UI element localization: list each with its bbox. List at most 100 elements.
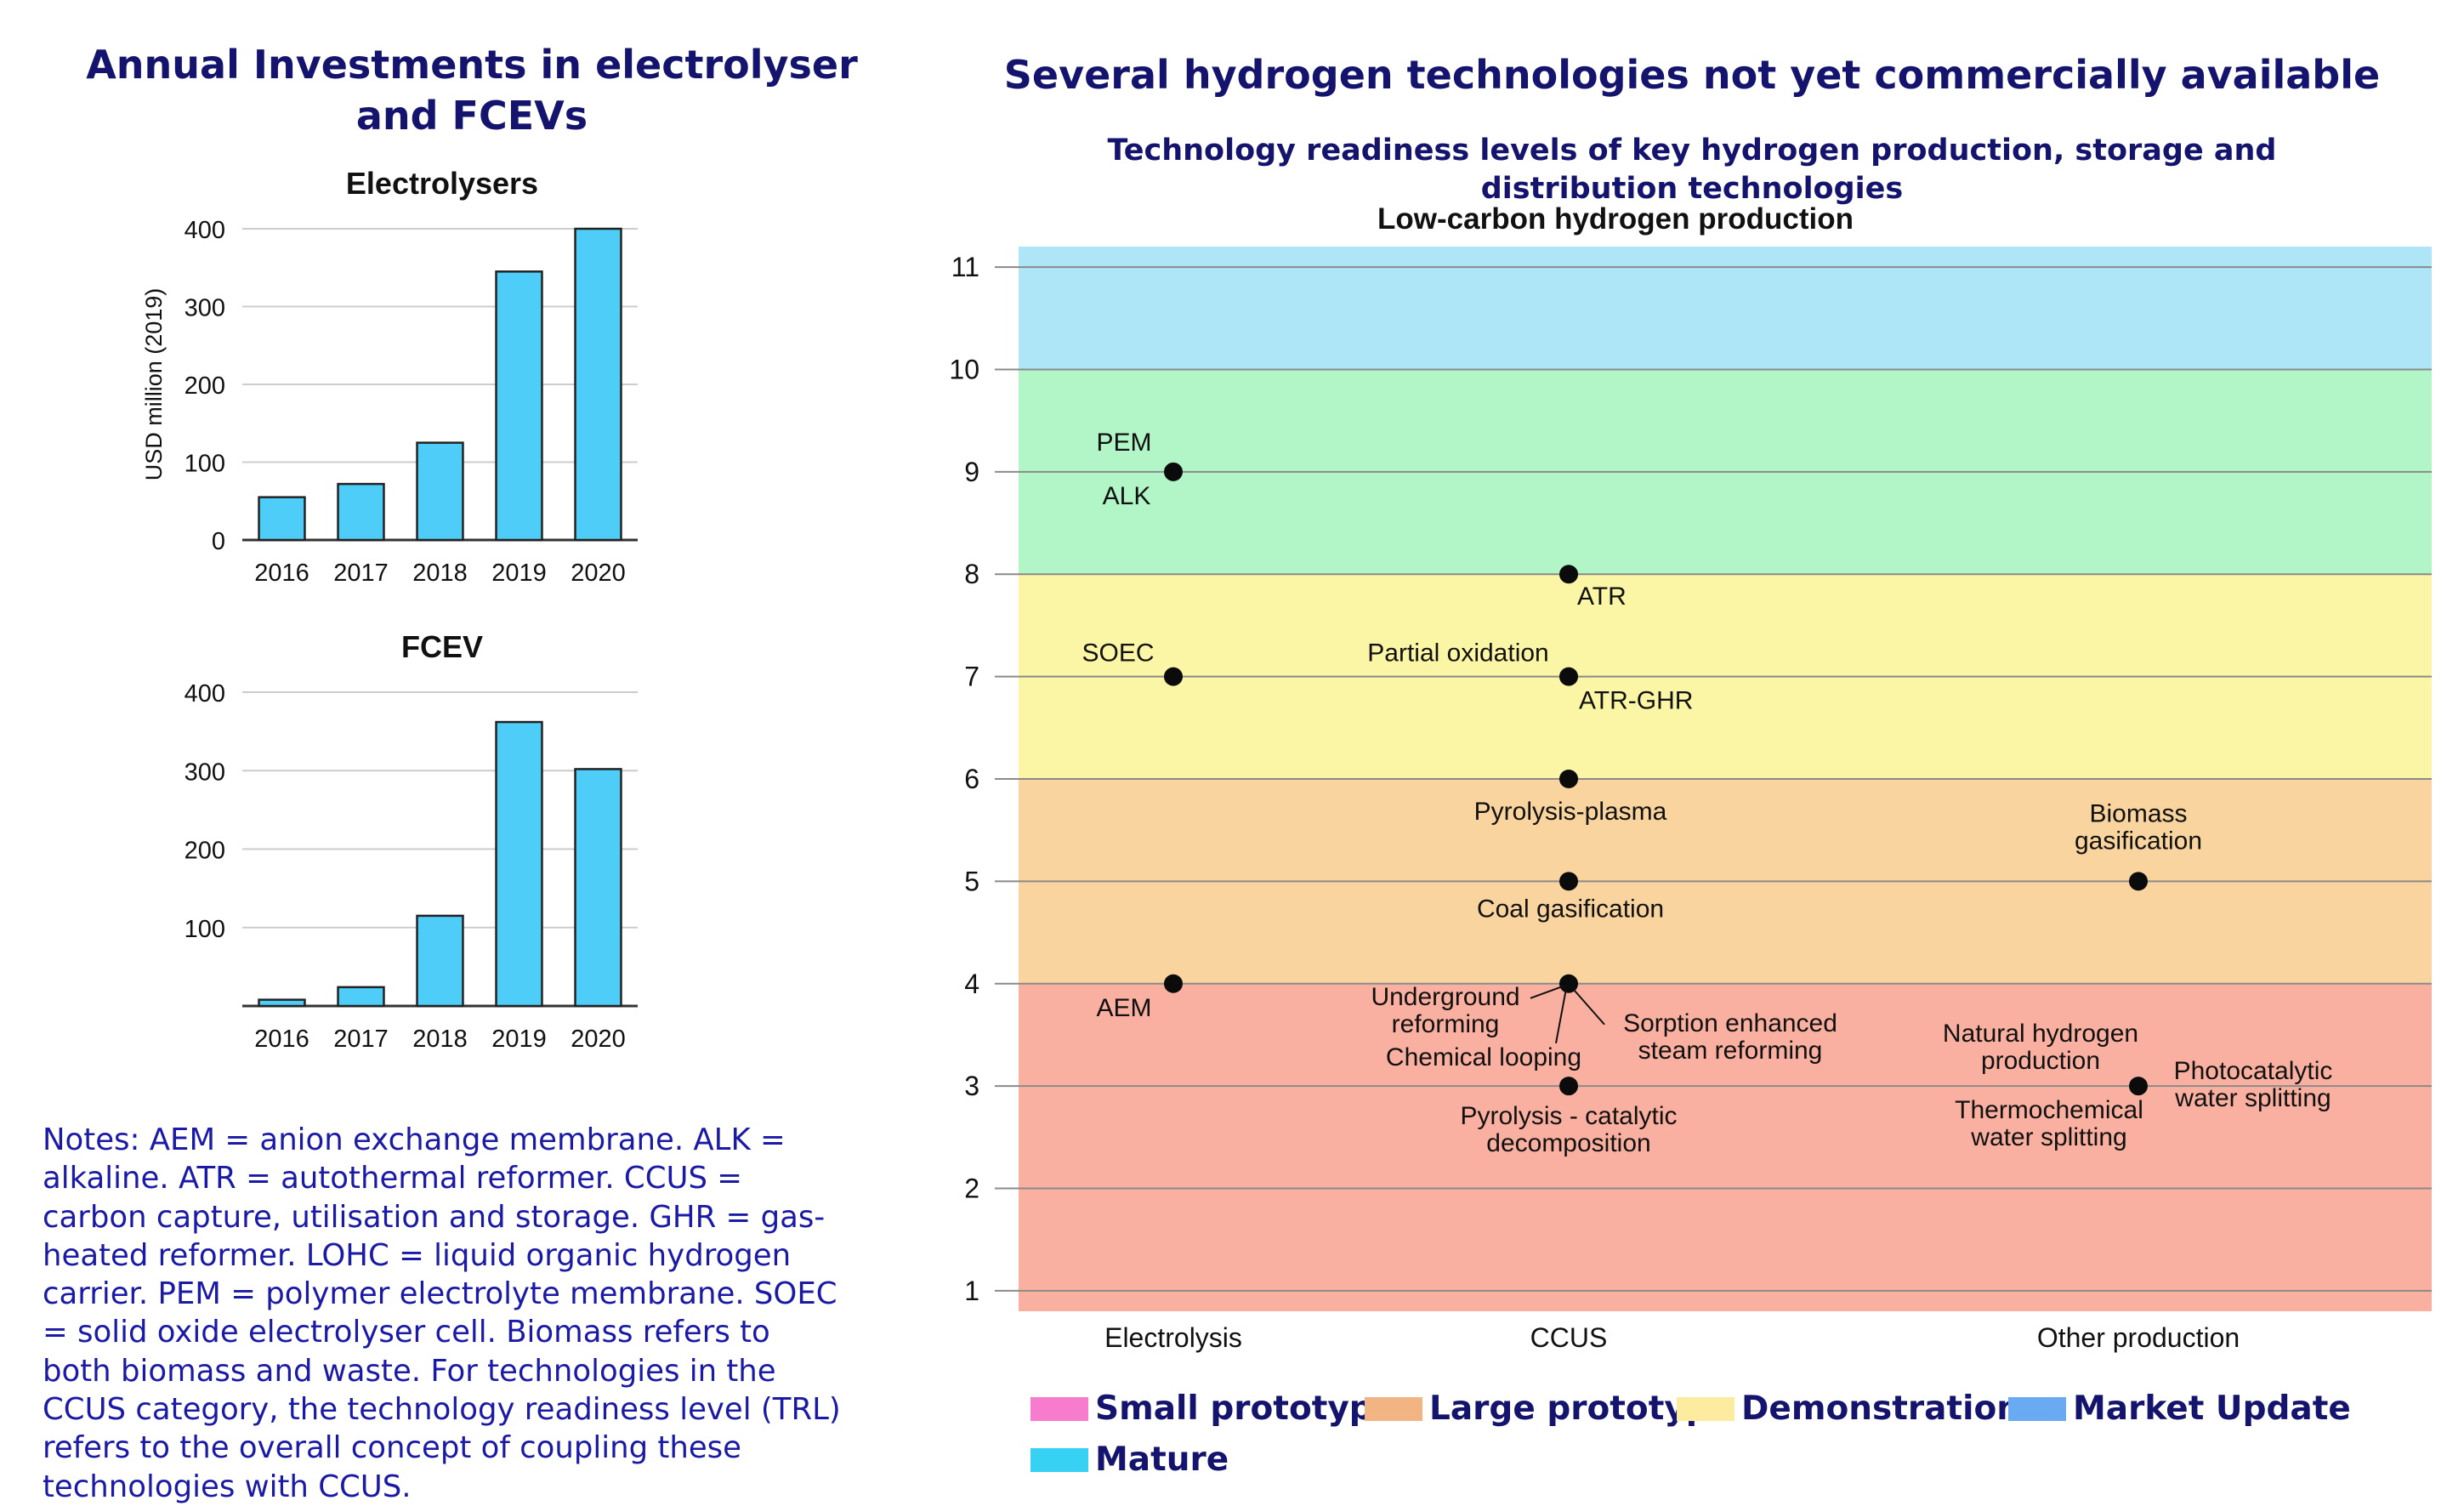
y-tick-label: 3 — [964, 1071, 979, 1101]
y-tick-label: 8 — [964, 559, 979, 589]
point-label: Natural hydrogen — [1943, 1020, 2138, 1048]
point-label: Biomass — [2089, 799, 2187, 827]
y-tick-label: 11 — [951, 252, 979, 282]
point-label: steam reforming — [1638, 1037, 1823, 1065]
point-label: Pyrolysis-plasma — [1474, 798, 1667, 826]
x-tick-label: 2019 — [491, 560, 547, 587]
x-tick-label: 2017 — [333, 1026, 389, 1053]
point-label: production — [1981, 1047, 2100, 1075]
leader-line — [1530, 984, 1566, 999]
y-tick-label: 5 — [964, 866, 979, 896]
left-title: Annual Investments in electrolyser and F… — [86, 42, 858, 139]
trl-chart-title: Low-carbon hydrogen production — [1377, 202, 1854, 236]
legend-swatch — [1030, 1447, 1088, 1472]
point-label: SOEC — [1082, 639, 1154, 668]
y-tick-label: 100 — [185, 916, 225, 943]
y-tick-label: 300 — [185, 295, 225, 322]
fcev-chart: 100 200 300 400 2016 2017 2018 2019 2020 — [185, 680, 638, 1053]
fcev-chart-title: FCEV — [400, 629, 483, 664]
category-label: CCUS — [1530, 1322, 1608, 1353]
legend-label: Demonstration — [1741, 1389, 2020, 1428]
legend-swatch — [2008, 1396, 2066, 1421]
band-mature — [1019, 247, 2432, 370]
category-label: Electrolysis — [1104, 1322, 1242, 1353]
bar-2017 — [337, 482, 385, 542]
point-soec — [1164, 667, 1183, 686]
bar-2017 — [337, 986, 385, 1008]
point-partial-oxidation — [1559, 667, 1578, 686]
y-tick-label: 300 — [185, 759, 225, 786]
y-tick-label: 2 — [964, 1174, 979, 1204]
point-underground-reforming — [1559, 974, 1578, 993]
point-pem — [1164, 462, 1183, 481]
y-tick-label: 10 — [949, 354, 979, 384]
point-label: decomposition — [1486, 1129, 1650, 1157]
x-tick-label: 2018 — [412, 560, 468, 587]
leader-line — [1572, 988, 1605, 1026]
bar-2018 — [416, 914, 464, 1008]
point-label: ATR-GHR — [1579, 687, 1693, 715]
point-label: Photocatalytic — [2174, 1057, 2333, 1085]
point-label: Sorption enhanced — [1623, 1009, 1837, 1037]
point-pyrolysis-plasma — [1559, 770, 1578, 788]
legend-item-mature: Mature — [1030, 1441, 1229, 1479]
y-tick-label: 400 — [185, 680, 225, 708]
electrolysers-chart: 0 100 200 300 400 2016 2017 2018 2019 2020 USD mil… — [141, 217, 638, 587]
x-tick-label: 2016 — [254, 560, 309, 587]
point-label: ALK — [1103, 482, 1151, 510]
point-aem — [1164, 974, 1183, 993]
legend-swatch — [1030, 1396, 1088, 1421]
bar-2020 — [574, 768, 622, 1008]
bar-2019 — [495, 720, 543, 1008]
point-natural-hydrogen-production — [2129, 1077, 2148, 1096]
x-tick-label: 2020 — [571, 560, 626, 587]
point-label: water splitting — [2174, 1084, 2331, 1112]
y-tick-label: 9 — [964, 457, 979, 487]
bar-2016 — [258, 496, 306, 542]
point-label: ATR — [1577, 583, 1627, 611]
x-tick-label: 2016 — [254, 1026, 309, 1053]
bar-2019 — [495, 270, 543, 542]
legend-item-small-prototype: Small prototype — [1030, 1389, 1395, 1428]
category-label: Other production — [2037, 1322, 2240, 1353]
point-label: water splitting — [1970, 1123, 2126, 1151]
point-label: PEM — [1096, 429, 1151, 457]
y-axis-label: USD million (2019) — [141, 288, 167, 481]
point-pyrolysis-catalytic-decomposition — [1559, 1077, 1578, 1096]
legend-item-large-prototype: Large prototyp — [1365, 1389, 1710, 1428]
legend-label: Large prototyp — [1429, 1389, 1710, 1428]
right-title: Several hydrogen technologies not yet co… — [1003, 52, 2381, 98]
leader-line — [1555, 988, 1567, 1043]
y-tick-label: 4 — [964, 969, 979, 999]
point-label: Chemical looping — [1386, 1043, 1581, 1071]
electrolysers-chart-title: Electrolysers — [345, 166, 539, 201]
x-tick-label: 2019 — [491, 1026, 547, 1053]
legend-label: Mature — [1095, 1441, 1229, 1479]
point-coal-gasification — [1559, 872, 1578, 891]
right-subtitle: Technology readiness levels of key hydro… — [1107, 134, 2277, 206]
point-label: Underground — [1371, 983, 1519, 1011]
y-tick-label: 6 — [964, 764, 979, 794]
point-label: AEM — [1096, 994, 1151, 1022]
legend-label: Small prototype — [1095, 1389, 1396, 1428]
y-tick-label: 400 — [185, 217, 225, 244]
x-tick-label: 2020 — [571, 1026, 626, 1053]
legend-swatch — [1677, 1396, 1734, 1421]
bar-2016 — [258, 998, 306, 1008]
band-small-prototype — [1019, 983, 2432, 1311]
point-atr — [1559, 565, 1578, 584]
point-label: gasification — [2075, 827, 2202, 855]
bar-2018 — [416, 441, 464, 542]
legend-item-market-update: Market Update — [2008, 1389, 2351, 1428]
point-label: Thermochemical — [1955, 1096, 2143, 1124]
point-label: Coal gasification — [1477, 895, 1664, 923]
point-biomass-gasification — [2129, 872, 2148, 891]
trl-chart: 1 2 3 4 5 6 7 8 9 10 11 Electrolysis CCUS Other produ… — [949, 247, 2432, 1353]
y-tick-label: 200 — [185, 838, 225, 865]
y-tick-label: 100 — [185, 451, 225, 478]
point-label: reforming — [1392, 1010, 1500, 1038]
bar-2020 — [574, 227, 622, 542]
legend-item-demonstration: Demonstration — [1677, 1389, 2020, 1428]
x-tick-label: 2017 — [333, 560, 389, 587]
legend-label: Market Update — [2073, 1389, 2351, 1428]
